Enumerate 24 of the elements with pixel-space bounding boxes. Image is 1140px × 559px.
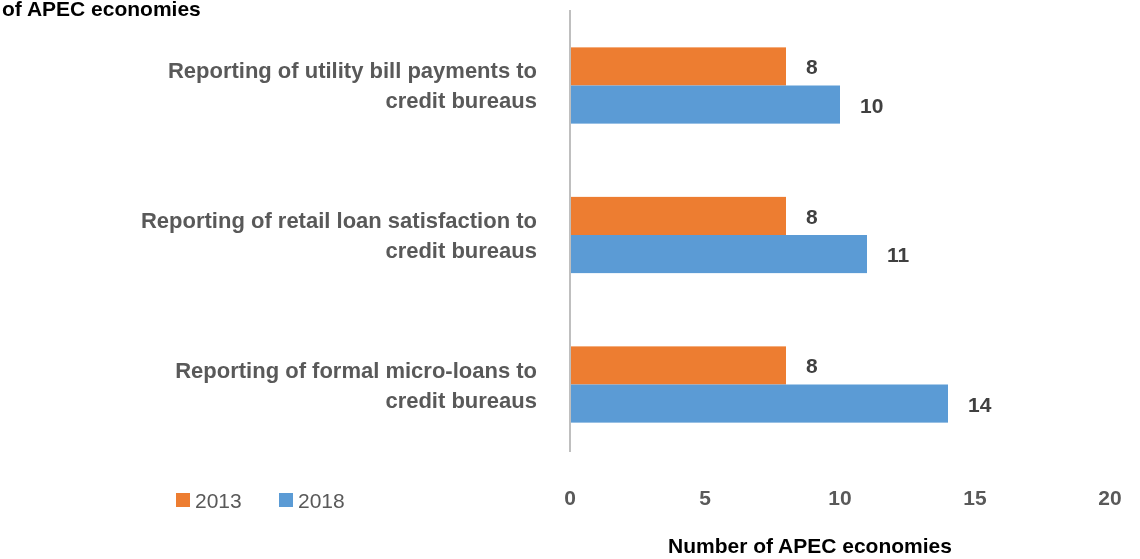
y-tick-label: Reporting of utility bill payments to credit bureaus	[167, 58, 537, 114]
y-tick-label: Reporting of formal micro-loans to credit bureaus	[175, 357, 537, 413]
text: of APEC economies	[2, 0, 201, 20]
x-axis-title: Number of APEC economies	[668, 534, 952, 557]
data-label: 10	[860, 93, 884, 117]
data-label: 8	[806, 204, 818, 228]
bar	[570, 196, 786, 235]
x-tick-label: 15	[963, 486, 987, 509]
bar	[570, 346, 786, 385]
x-tick-label: 0	[564, 486, 576, 509]
legend-label: 2013	[195, 489, 242, 512]
y-tick-label: Reporting of retail loan satisfaction to credit bureaus	[140, 208, 537, 263]
data-label: 8	[806, 354, 818, 378]
legend-label: 2018	[298, 489, 345, 512]
x-tick-label: 5	[699, 486, 712, 509]
x-tick-label: 20	[1098, 486, 1122, 509]
data-label: 8	[806, 55, 818, 79]
bar	[570, 47, 786, 86]
bar	[570, 85, 840, 124]
data-label: 11	[887, 243, 910, 267]
bar	[570, 235, 867, 274]
bar	[570, 384, 948, 423]
data-label: 14	[968, 392, 992, 416]
x-tick-label: 10	[828, 486, 852, 509]
